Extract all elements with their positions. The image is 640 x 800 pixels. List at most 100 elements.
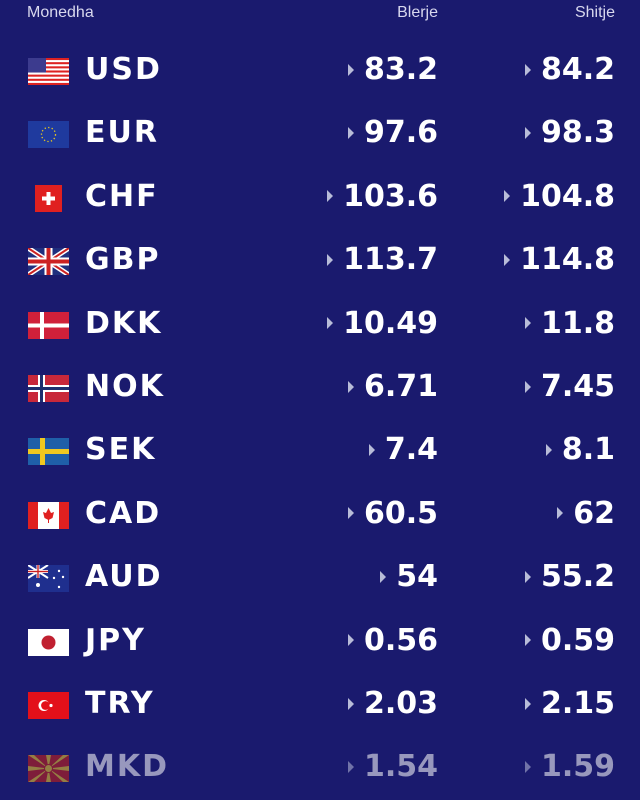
arrow-right-icon [347, 126, 354, 139]
currency-code: EUR [85, 115, 159, 151]
sell-value: 104.8 [520, 178, 615, 214]
buy-value: 10.49 [343, 305, 438, 341]
sell-value: 2.15 [540, 686, 615, 721]
sell-value: 62 [573, 495, 615, 531]
buy-value: 97.6 [363, 115, 438, 151]
sell-value: 1.59 [540, 749, 615, 785]
sell-rate: 55.2 [524, 559, 615, 594]
currency-row-cad: CAD 60.5 62 [0, 484, 640, 547]
sell-rate: 8.1 [545, 432, 615, 468]
currency-row-dkk: DKK 10.49 11.8 [0, 294, 640, 357]
buy-value: 113.7 [343, 242, 438, 278]
arrow-right-icon [368, 443, 375, 456]
currency-code: USD [85, 52, 162, 87]
jp-flag-icon [28, 628, 69, 656]
arrow-right-icon [380, 570, 387, 583]
arrow-right-icon [524, 634, 531, 647]
arrow-right-icon [524, 126, 531, 139]
sell-rate: 84.2 [524, 52, 615, 87]
arrow-right-icon [347, 507, 354, 520]
buy-rate: 0.56 [347, 623, 438, 658]
se-flag-icon [28, 438, 69, 466]
sell-rate: 7.45 [524, 369, 615, 404]
buy-value: 2.03 [363, 686, 438, 721]
currency-row-sek: SEK 7.4 8.1 [0, 420, 640, 483]
sell-value: 84.2 [540, 52, 615, 87]
arrow-right-icon [557, 507, 564, 520]
arrow-right-icon [347, 380, 354, 393]
currency-code: SEK [85, 432, 157, 468]
sell-value: 7.45 [540, 369, 615, 404]
buy-value: 6.71 [363, 369, 438, 404]
arrow-right-icon [524, 697, 531, 710]
buy-value: 60.5 [363, 495, 438, 531]
ca-flag-icon [28, 501, 69, 529]
buy-rate: 6.71 [347, 369, 438, 404]
sell-rate: 1.59 [524, 749, 615, 785]
dk-flag-icon [28, 311, 69, 339]
buy-rate: 10.49 [327, 306, 438, 341]
arrow-right-icon [347, 634, 354, 647]
buy-rate: 54 [380, 559, 438, 594]
eu-flag-icon [28, 121, 69, 149]
no-flag-icon [28, 375, 69, 402]
buy-value: 103.6 [343, 178, 438, 214]
currency-code: NOK [85, 369, 165, 404]
sell-rate: 114.8 [504, 242, 615, 277]
buy-value: 1.54 [363, 749, 438, 785]
arrow-right-icon [347, 760, 354, 773]
arrow-right-icon [504, 190, 511, 203]
mk-flag-icon [28, 755, 69, 783]
buy-value: 7.4 [384, 432, 438, 468]
buy-value: 54 [396, 559, 438, 595]
buy-rate: 1.54 [347, 749, 438, 785]
currency-row-chf: CHF 103.6 104.8 [0, 167, 640, 230]
currency-row-gbp: GBP 113.7 114.8 [0, 230, 640, 293]
arrow-right-icon [327, 317, 334, 330]
sell-value: 11.8 [540, 305, 615, 341]
currency-code: MKD [85, 749, 170, 785]
header-sell: Shitje [574, 4, 615, 21]
currency-row-nok: NOK 6.71 7.45 [0, 357, 640, 420]
currency-row-eur: EUR 97.6 98.3 [0, 103, 640, 166]
sell-rate: 2.15 [524, 686, 615, 721]
currency-row-try: TRY 2.03 2.15 [0, 674, 640, 737]
currency-code: AUD [85, 559, 163, 595]
arrow-right-icon [524, 317, 531, 330]
arrow-right-icon [545, 443, 552, 456]
sell-value: 0.59 [540, 622, 615, 658]
currency-row-usd: USD 83.2 84.2 [0, 40, 640, 103]
currency-code: GBP [85, 242, 161, 278]
arrow-right-icon [524, 760, 531, 773]
currency-code: CAD [85, 495, 162, 531]
sell-rate: 11.8 [524, 305, 615, 341]
buy-rate: 83.2 [347, 52, 438, 87]
buy-rate: 60.5 [347, 495, 438, 531]
currency-code: CHF [85, 178, 159, 214]
arrow-right-icon [347, 697, 354, 710]
tr-flag-icon [28, 692, 69, 719]
sell-rate: 104.8 [504, 179, 615, 214]
currency-code: JPY [85, 622, 146, 658]
sell-value: 8.1 [561, 432, 615, 468]
header-buy: Blerje [397, 4, 438, 21]
sell-rate: 62 [557, 496, 615, 531]
arrow-right-icon [524, 380, 531, 393]
buy-rate: 2.03 [347, 686, 438, 721]
sell-rate: 0.59 [524, 622, 615, 658]
buy-rate: 113.7 [327, 242, 438, 277]
header-currency: Monedha [27, 4, 94, 21]
currency-row-aud: AUD 54 55.2 [0, 547, 640, 610]
arrow-right-icon [327, 253, 334, 266]
us-flag-icon [28, 58, 69, 85]
arrow-right-icon [524, 570, 531, 583]
currency-code: DKK [85, 305, 163, 341]
arrow-right-icon [524, 63, 531, 76]
sell-value: 98.3 [540, 115, 615, 151]
arrow-right-icon [347, 63, 354, 76]
ch-flag-icon [28, 184, 69, 212]
currency-row-mkd: MKD 1.54 1.59 [0, 737, 640, 800]
buy-rate: 7.4 [368, 432, 438, 468]
sell-rate: 98.3 [524, 115, 615, 151]
sell-value: 114.8 [520, 242, 615, 278]
